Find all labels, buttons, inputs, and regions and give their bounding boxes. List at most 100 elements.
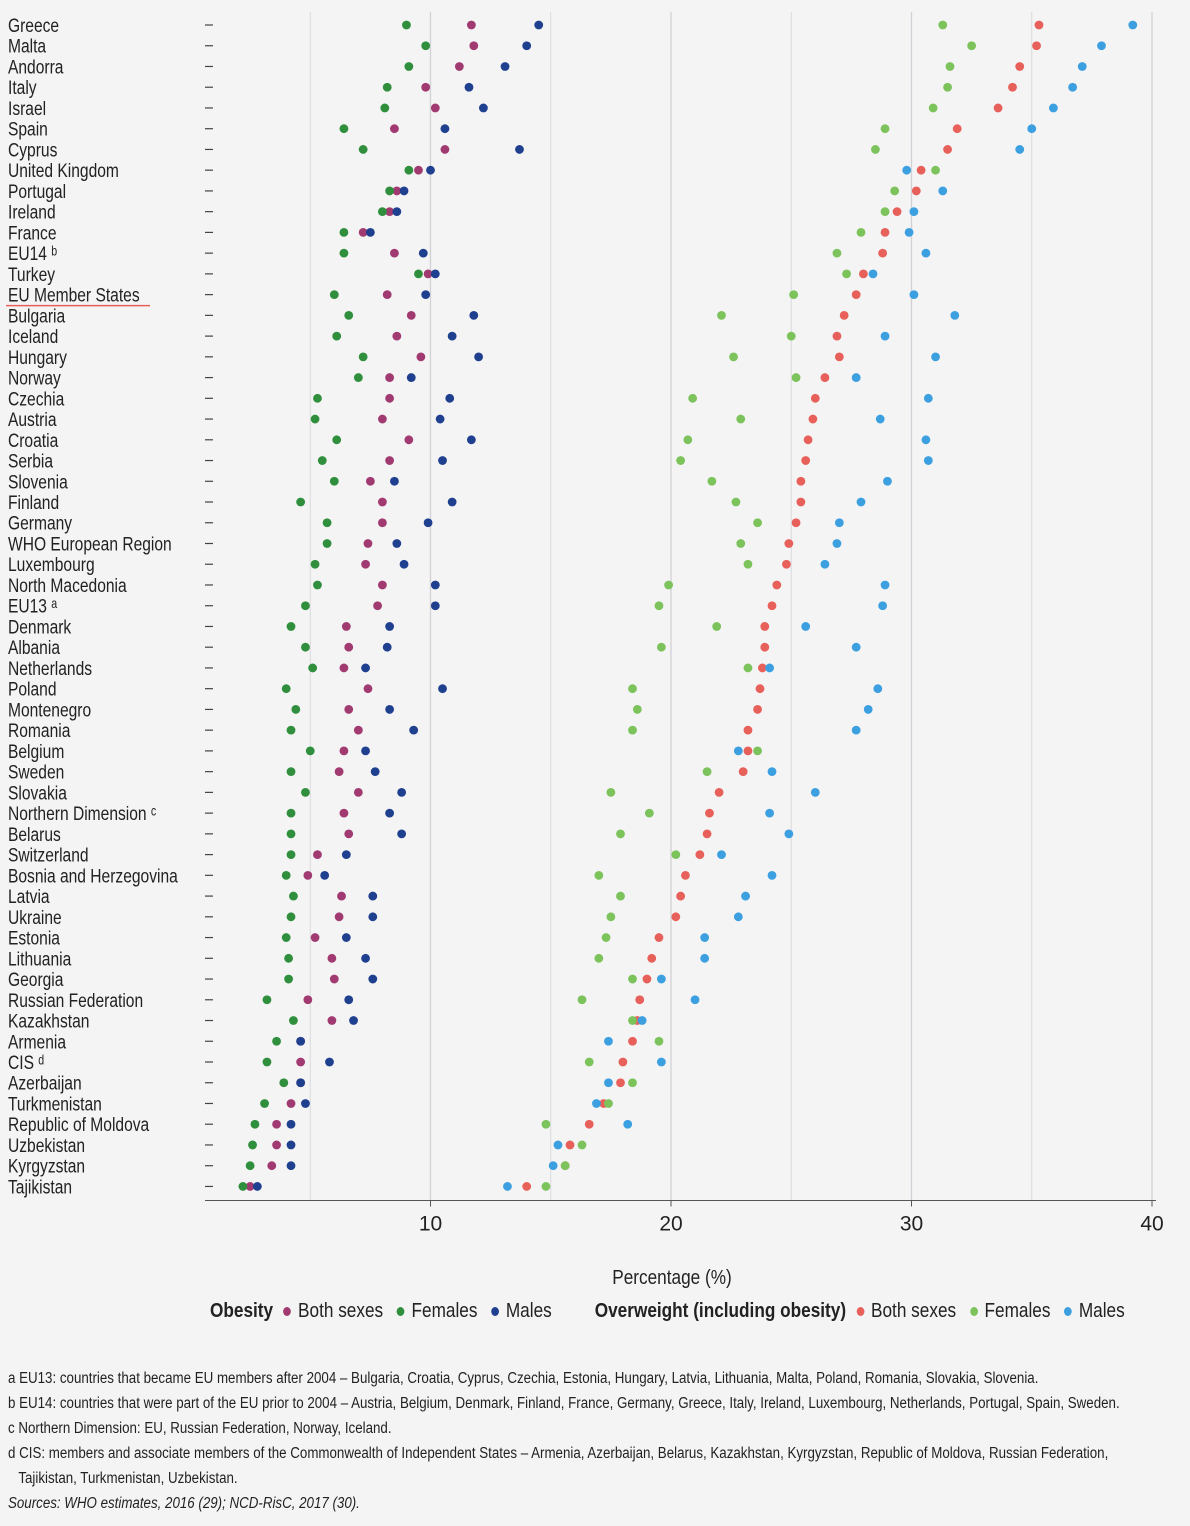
data-point (378, 580, 387, 590)
data-point (834, 352, 844, 362)
data-point (322, 518, 332, 528)
country-label: Azerbaijan (8, 1072, 82, 1094)
data-point (286, 1161, 296, 1171)
dot-plot-chart: GreeceMaltaAndorraItalyIsraelSpainCyprus… (6, 12, 1164, 1288)
data-point (361, 746, 370, 756)
x-tick-label: 40 (1140, 1212, 1163, 1235)
data-point (753, 705, 762, 714)
data-point (423, 518, 433, 528)
footnote-d: d CIS: members and associate members of … (8, 1445, 1109, 1462)
data-point (808, 414, 818, 424)
data-point (700, 933, 710, 942)
data-point (284, 974, 294, 984)
country-label: WHO European Region (8, 533, 172, 555)
country-label: Germany (8, 512, 72, 534)
data-point (616, 829, 625, 839)
country-label: Czechia (8, 388, 64, 410)
data-point (594, 953, 604, 963)
data-point (286, 912, 296, 922)
country-label: EU13 ᵃ (8, 595, 57, 617)
data-point (717, 310, 726, 320)
country-label: Hungary (8, 346, 67, 368)
country-label: Romania (8, 719, 71, 741)
legend-label: Males (505, 1300, 552, 1322)
data-point (385, 207, 395, 217)
country-label: Bulgaria (8, 305, 65, 327)
data-point (301, 642, 310, 652)
data-point (438, 684, 447, 694)
x-axis: 10 20 30 40 (205, 1199, 1164, 1235)
country-label: EU14 ᵇ (8, 242, 57, 264)
data-point (810, 393, 820, 403)
data-point (334, 912, 344, 922)
data-point (454, 62, 464, 71)
data-point (281, 870, 291, 880)
data-point (303, 995, 313, 1005)
data-point (851, 290, 861, 300)
data-point (642, 974, 652, 984)
data-point (628, 974, 637, 984)
data-point (820, 373, 830, 382)
legend-label: Males (1078, 1300, 1125, 1322)
footnote-c: c Northern Dimension: EU, Russian Federa… (8, 1420, 392, 1437)
data-point (632, 705, 642, 714)
data-point (950, 310, 960, 320)
data-point (1015, 62, 1025, 71)
data-point (344, 642, 354, 652)
data-point (938, 186, 948, 196)
data-point (743, 559, 753, 569)
country-label: Slovenia (8, 471, 68, 493)
country-label: Kyrgyzstan (8, 1155, 85, 1177)
data-point (676, 456, 686, 465)
data-point (332, 331, 342, 341)
data-point (245, 1182, 255, 1191)
country-label: Uzbekistan (8, 1134, 85, 1156)
data-point (313, 850, 322, 859)
data-point (856, 228, 866, 237)
data-point (654, 933, 664, 942)
data-point (392, 331, 402, 341)
data-point (928, 103, 938, 113)
data-point (565, 1140, 575, 1150)
data-point (883, 476, 892, 486)
data-point (760, 622, 770, 631)
data-point (385, 705, 395, 714)
data-point (733, 912, 743, 922)
data-point (334, 767, 344, 777)
country-label: Serbia (8, 450, 53, 472)
data-point (717, 850, 726, 859)
data-point (305, 746, 315, 756)
data-point (418, 248, 428, 258)
data-point (560, 1161, 570, 1171)
data-point (392, 207, 402, 217)
data-point (765, 808, 775, 818)
country-label: Switzerland (8, 844, 89, 866)
data-point (702, 829, 712, 839)
legend-item-obesity-both: Both sexes (283, 1300, 383, 1323)
data-point (577, 1140, 587, 1150)
data-point (789, 290, 799, 300)
data-point (466, 20, 476, 30)
data-point (390, 248, 399, 258)
data-point (604, 1078, 613, 1088)
data-point (301, 601, 310, 611)
data-point (363, 684, 373, 694)
data-point (909, 290, 919, 300)
data-point (921, 248, 931, 258)
data-point (272, 1036, 281, 1046)
data-point (430, 580, 440, 590)
data-point (695, 850, 705, 859)
data-point (880, 331, 890, 341)
data-point (856, 497, 866, 507)
data-point (344, 705, 354, 714)
country-label: Georgia (8, 968, 64, 990)
data-point (291, 705, 301, 714)
country-label: Norway (8, 367, 61, 389)
data-point (313, 393, 322, 403)
data-point (358, 228, 368, 237)
country-label: Netherlands (8, 657, 92, 679)
data-point (296, 497, 306, 507)
data-point (757, 663, 767, 673)
data-point (863, 705, 873, 714)
data-point (993, 103, 1003, 113)
